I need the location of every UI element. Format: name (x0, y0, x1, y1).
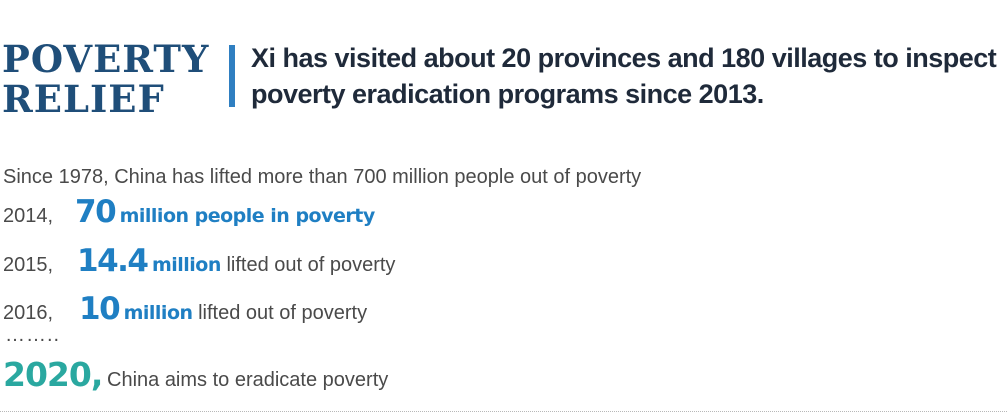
goal-row-2020: 2020, China aims to eradicate poverty (3, 355, 388, 394)
milestone-number: 14.4 (77, 243, 149, 279)
milestone-number: 70 (75, 194, 117, 230)
bottom-dotted-divider (0, 411, 1007, 412)
milestone-row-2014: 2014, 70 million people in poverty (3, 194, 375, 230)
ellipsis-separator: …….. (5, 324, 61, 346)
goal-year: 2020, (3, 355, 103, 394)
milestone-row-2015: 2015, 14.4 million lifted out of poverty (3, 243, 395, 279)
milestone-year: 2014, (3, 205, 54, 227)
section-title: POVERTY RELIEF (2, 39, 209, 119)
milestone-description: lifted out of poverty (192, 302, 368, 324)
headline: Xi has visited about 20 provinces and 18… (251, 43, 997, 109)
milestone-unit: million (123, 302, 193, 324)
milestone-number: 10 (79, 291, 121, 327)
goal-text: China aims to eradicate poverty (107, 369, 389, 391)
milestone-row-2016: 2016, 10 million lifted out of poverty (3, 291, 367, 327)
milestone-year: 2016, (3, 302, 54, 324)
milestone-unit: million people in poverty (119, 205, 376, 227)
intro-text: Since 1978, China has lifted more than 7… (3, 166, 642, 188)
section-title-line1: POVERTY (2, 37, 210, 81)
section-title-line2: RELIEF (2, 77, 165, 121)
milestone-year: 2015, (3, 254, 54, 276)
accent-divider-bar (229, 45, 235, 107)
milestone-description: lifted out of poverty (220, 254, 396, 276)
milestone-unit: million (151, 254, 221, 276)
